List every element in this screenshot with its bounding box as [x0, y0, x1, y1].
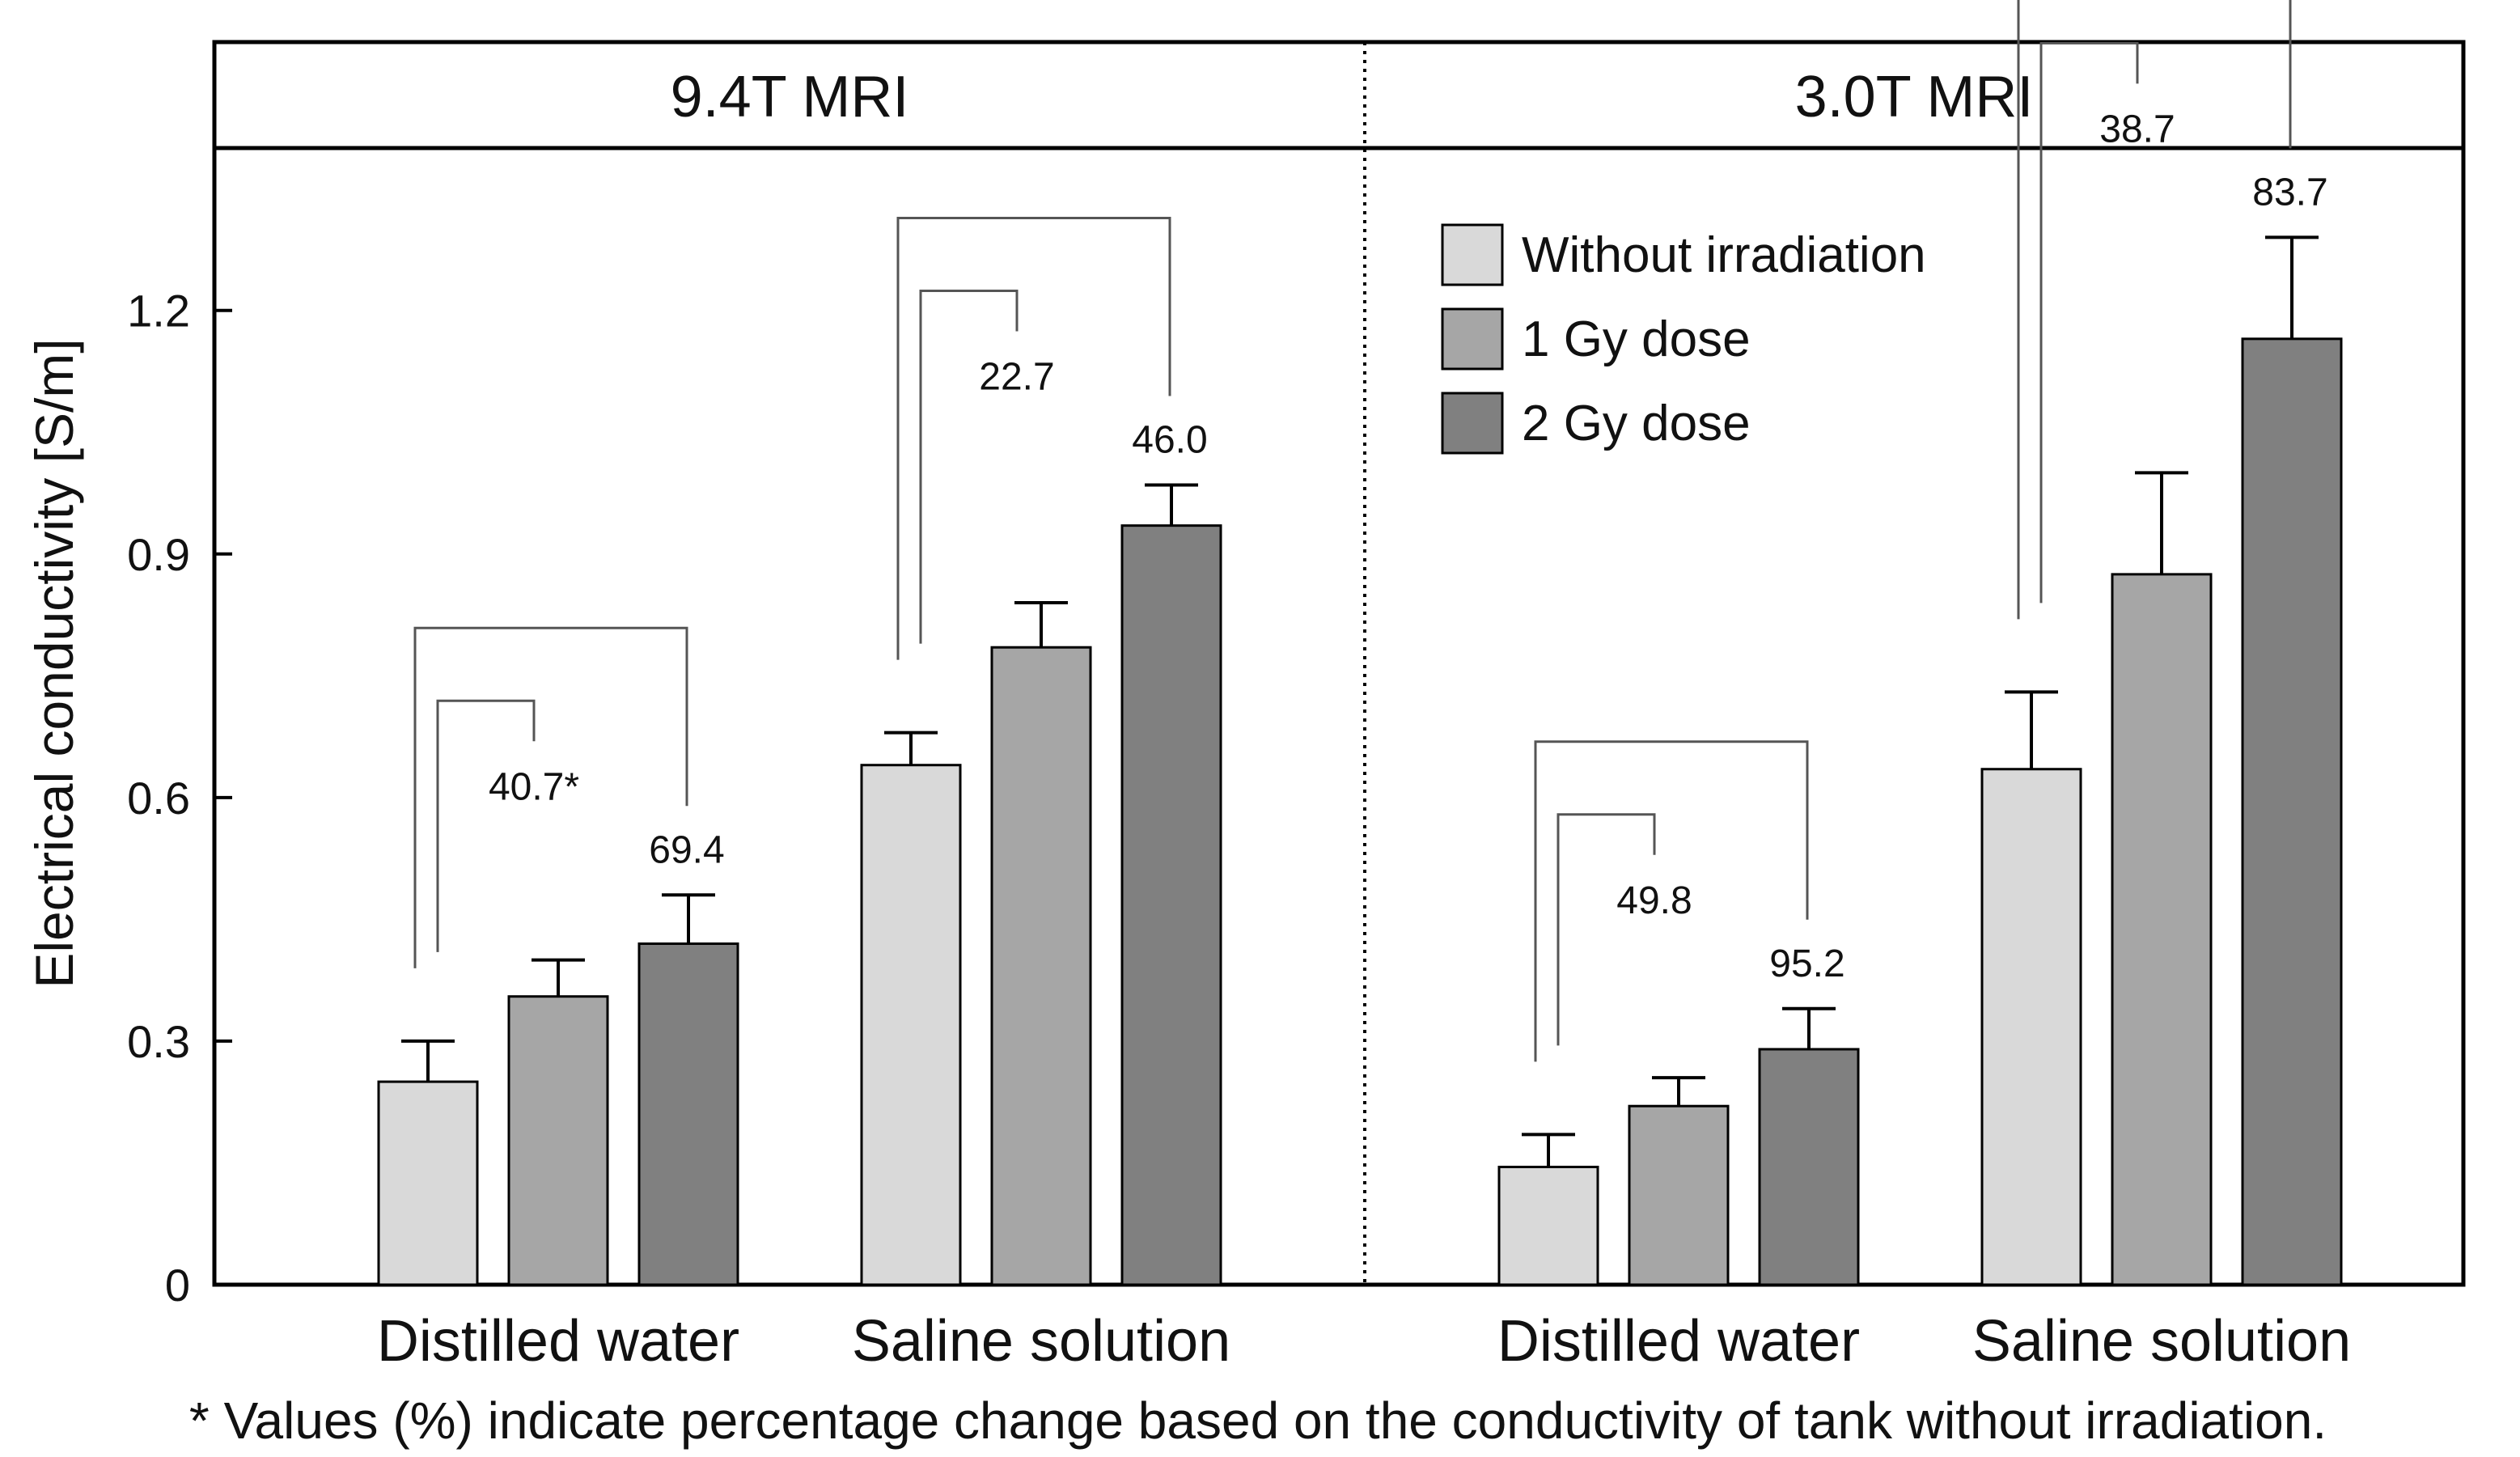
panel-title: 3.0T MRI: [1795, 65, 2034, 129]
category-label: Distilled water: [377, 1309, 739, 1374]
comparison-label: 95.2: [1769, 942, 1844, 985]
legend-label: 2 Gy dose: [1522, 396, 1751, 451]
panel-title: 9.4T MRI: [671, 65, 909, 129]
bar: [2111, 573, 2213, 1286]
y-tick-label: 0.3: [127, 1016, 190, 1067]
comparison-label: 69.4: [649, 828, 724, 871]
bar: [860, 764, 962, 1286]
bar: [377, 1080, 479, 1286]
comparison-label: 40.7*: [489, 765, 579, 808]
comparison-bracket: [896, 216, 1171, 660]
comparison-bracket: [436, 699, 536, 952]
bar: [1758, 1048, 1860, 1286]
comparison-bracket: [1534, 740, 1809, 1062]
bar: [2241, 337, 2343, 1286]
bar: [637, 942, 739, 1286]
comparison-bracket: [1556, 813, 1656, 1046]
comparison-bracket: [2017, 0, 2292, 620]
comparison-bracket: [2039, 41, 2139, 604]
bar: [1497, 1165, 1599, 1286]
legend-swatch: [1441, 223, 1504, 286]
category-label: Distilled water: [1497, 1309, 1860, 1374]
plot-frame: [212, 40, 2466, 1287]
comparison-label: 38.7: [2099, 108, 2175, 150]
y-tick-label: 0.9: [127, 529, 190, 580]
y-tick-label: 1.2: [127, 286, 190, 337]
bar: [1980, 768, 2082, 1286]
y-tick-label: 0: [165, 1260, 190, 1311]
comparison-label: 46.0: [1132, 418, 1207, 461]
footnote: * Values (%) indicate percentage change …: [189, 1391, 2327, 1450]
comparison-bracket: [413, 626, 688, 968]
bar: [990, 646, 1092, 1286]
y-tick-label: 0.6: [127, 773, 190, 824]
category-label: Saline solution: [1972, 1309, 2351, 1374]
y-axis-label: Electrical conductivity [S/m]: [24, 338, 84, 988]
legend-label: 1 Gy dose: [1522, 311, 1751, 367]
comparison-label: 22.7: [979, 355, 1054, 398]
comparison-bracket: [919, 289, 1019, 644]
category-label: Saline solution: [852, 1309, 1230, 1374]
comparison-label: 49.8: [1616, 879, 1692, 922]
legend-swatch: [1441, 392, 1504, 455]
bar: [1628, 1104, 1730, 1286]
bar: [507, 995, 609, 1286]
bar: [1120, 524, 1222, 1286]
legend-label: Without irradiation: [1522, 227, 1926, 283]
comparison-label: 83.7: [2252, 171, 2327, 214]
legend-swatch: [1441, 307, 1504, 371]
